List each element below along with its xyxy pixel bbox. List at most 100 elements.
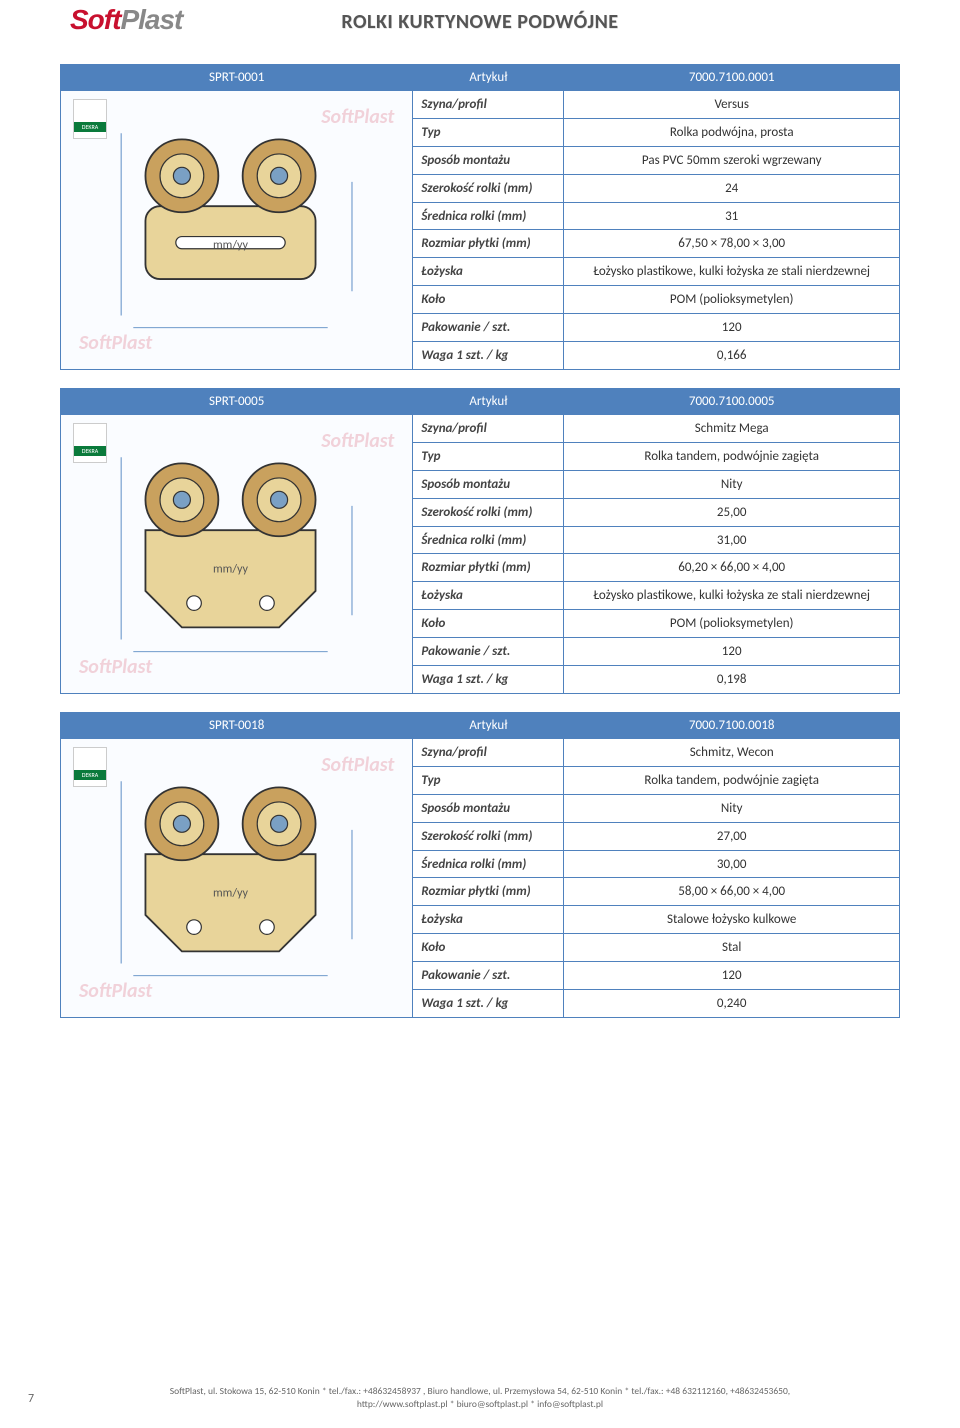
product-image-cell: SoftPlast SoftPlast mm/yy: [61, 91, 413, 370]
product-block: SPRT-0001 Artykuł 7000.7100.0001 SoftPla…: [60, 64, 900, 370]
spec-value: Rolka podwójna, prosta: [564, 118, 900, 146]
spec-label: Rozmiar płytki (mm): [413, 230, 564, 258]
spec-value: 67,50 × 78,00 × 3,00: [564, 230, 900, 258]
spec-value: POM (polioksymetylen): [564, 610, 900, 638]
spec-value: Schmitz Mega: [564, 415, 900, 443]
spec-value: 31,00: [564, 526, 900, 554]
spec-label: Typ: [413, 442, 564, 470]
spec-value: 120: [564, 638, 900, 666]
spec-label: Waga 1 szt. / kg: [413, 342, 564, 370]
spec-value: Nity: [564, 470, 900, 498]
product-image: SoftPlast SoftPlast mm/yy: [69, 743, 404, 1013]
spec-value: 25,00: [564, 498, 900, 526]
spec-label: Waga 1 szt. / kg: [413, 990, 564, 1018]
spec-label: Szyna/profil: [413, 739, 564, 767]
spec-label: Koło: [413, 934, 564, 962]
product-drawing: mm/yy: [109, 433, 364, 676]
product-code: SPRT-0005: [61, 389, 413, 415]
product-image-cell: SoftPlast SoftPlast mm/yy: [61, 739, 413, 1018]
product-header-row: SPRT-0001 Artykuł 7000.7100.0001: [61, 65, 900, 91]
product-drawing: mm/yy: [109, 757, 364, 1000]
spec-value: 0,240: [564, 990, 900, 1018]
svg-text:mm/yy: mm/yy: [213, 885, 249, 900]
spec-label: Średnica rolki (mm): [413, 850, 564, 878]
logo-part1: Soft: [70, 4, 120, 35]
spec-row: SoftPlast SoftPlast mm/yy Szyna/pro: [61, 91, 900, 119]
product-table: SPRT-0001 Artykuł 7000.7100.0001 SoftPla…: [60, 64, 900, 370]
spec-value: Łożysko plastikowe, kulki łożyska ze sta…: [564, 258, 900, 286]
spec-value: 27,00: [564, 822, 900, 850]
page-footer: SoftPlast, ul. Stokowa 15, 62-510 Konin …: [0, 1385, 960, 1410]
spec-value: 120: [564, 314, 900, 342]
dekra-badge-icon: [73, 423, 107, 463]
spec-label: Średnica rolki (mm): [413, 526, 564, 554]
spec-value: 0,166: [564, 342, 900, 370]
spec-label: Rozmiar płytki (mm): [413, 554, 564, 582]
spec-value: 120: [564, 962, 900, 990]
product-table: SPRT-0005 Artykuł 7000.7100.0005 SoftPla…: [60, 388, 900, 694]
spec-value: Nity: [564, 794, 900, 822]
spec-value: Rolka tandem, podwójnie zagięta: [564, 442, 900, 470]
spec-label: Sposób montażu: [413, 470, 564, 498]
spec-row: SoftPlast SoftPlast mm/yy: [61, 739, 900, 767]
spec-label: Koło: [413, 286, 564, 314]
spec-row: SoftPlast SoftPlast mm/yy: [61, 415, 900, 443]
spec-label: Szerokość rolki (mm): [413, 822, 564, 850]
brand-logo: SoftPlast: [70, 4, 182, 36]
product-block: SPRT-0018 Artykuł 7000.7100.0018 SoftPla…: [60, 712, 900, 1018]
spec-label: Szerokość rolki (mm): [413, 498, 564, 526]
logo-part2: Plast: [120, 4, 182, 35]
artykul-value: 7000.7100.0005: [564, 389, 900, 415]
product-block: SPRT-0005 Artykuł 7000.7100.0005 SoftPla…: [60, 388, 900, 694]
spec-value: POM (polioksymetylen): [564, 286, 900, 314]
product-image-cell: SoftPlast SoftPlast mm/yy: [61, 415, 413, 694]
spec-value: Versus: [564, 91, 900, 119]
artykul-label: Artykuł: [413, 389, 564, 415]
spec-label: Pakowanie / szt.: [413, 962, 564, 990]
product-header-row: SPRT-0018 Artykuł 7000.7100.0018: [61, 713, 900, 739]
spec-value: Pas PVC 50mm szeroki wgrzewany: [564, 146, 900, 174]
spec-label: Łożyska: [413, 906, 564, 934]
product-table: SPRT-0018 Artykuł 7000.7100.0018 SoftPla…: [60, 712, 900, 1018]
artykul-label: Artykuł: [413, 65, 564, 91]
spec-label: Koło: [413, 610, 564, 638]
dekra-badge-icon: [73, 747, 107, 787]
spec-label: Pakowanie / szt.: [413, 314, 564, 342]
footer-line1: SoftPlast, ul. Stokowa 15, 62-510 Konin …: [170, 1385, 790, 1397]
spec-value: Schmitz, Wecon: [564, 739, 900, 767]
svg-text:mm/yy: mm/yy: [213, 237, 249, 252]
product-image: SoftPlast SoftPlast mm/yy: [69, 95, 404, 365]
spec-label: Szyna/profil: [413, 91, 564, 119]
artykul-label: Artykuł: [413, 713, 564, 739]
spec-value: 30,00: [564, 850, 900, 878]
product-image: SoftPlast SoftPlast mm/yy: [69, 419, 404, 689]
spec-value: Stalowe łożysko kulkowe: [564, 906, 900, 934]
spec-label: Sposób montażu: [413, 794, 564, 822]
spec-label: Waga 1 szt. / kg: [413, 666, 564, 694]
product-drawing: mm/yy: [109, 109, 364, 352]
spec-label: Łożyska: [413, 258, 564, 286]
spec-label: Szerokość rolki (mm): [413, 174, 564, 202]
spec-label: Typ: [413, 766, 564, 794]
product-code: SPRT-0018: [61, 713, 413, 739]
artykul-value: 7000.7100.0001: [564, 65, 900, 91]
spec-value: 0,198: [564, 666, 900, 694]
spec-value: Łożysko plastikowe, kulki łożyska ze sta…: [564, 582, 900, 610]
spec-value: 24: [564, 174, 900, 202]
artykul-value: 7000.7100.0018: [564, 713, 900, 739]
spec-label: Średnica rolki (mm): [413, 202, 564, 230]
footer-line2: http://www.softplast.pl * biuro@softplas…: [357, 1398, 603, 1410]
spec-label: Pakowanie / szt.: [413, 638, 564, 666]
spec-label: Rozmiar płytki (mm): [413, 878, 564, 906]
spec-label: Szyna/profil: [413, 415, 564, 443]
spec-label: Sposób montażu: [413, 146, 564, 174]
spec-label: Łożyska: [413, 582, 564, 610]
spec-value: Stal: [564, 934, 900, 962]
product-code: SPRT-0001: [61, 65, 413, 91]
svg-text:mm/yy: mm/yy: [213, 561, 249, 576]
dekra-badge-icon: [73, 99, 107, 139]
spec-label: Typ: [413, 118, 564, 146]
spec-value: Rolka tandem, podwójnie zagięta: [564, 766, 900, 794]
page-title: ROLKI KURTYNOWE PODWÓJNE: [60, 10, 900, 34]
spec-value: 31: [564, 202, 900, 230]
